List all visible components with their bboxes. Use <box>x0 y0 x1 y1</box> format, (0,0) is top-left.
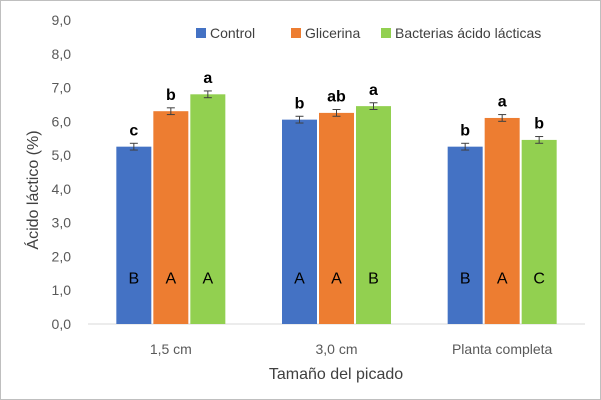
bar <box>521 139 557 324</box>
significance-letter-lower: ab <box>327 89 346 106</box>
y-tick-label: 0,0 <box>52 316 72 332</box>
y-axis-title: Ácido láctico (%) <box>23 130 42 249</box>
significance-letter-upper: B <box>460 270 471 287</box>
y-tick-label: 5,0 <box>52 147 72 163</box>
y-tick-label: 7,0 <box>52 80 72 96</box>
significance-letter-lower: c <box>129 122 138 139</box>
axis-layer: 0,0 1,0 2,0 3,0 4,0 5,0 6,0 7,0 8,0 9,0 1,5 cm 3,0 … <box>52 12 585 357</box>
significance-letter-upper: A <box>294 270 305 287</box>
label-layer: c Bb Aa Ab Aab Aa Bb Ba Ab C <box>128 70 544 288</box>
bar-layer <box>116 90 557 325</box>
y-tick-label: 1,0 <box>52 282 72 298</box>
significance-letter-upper: A <box>497 270 508 287</box>
significance-letter-lower: a <box>203 70 212 87</box>
significance-letter-upper: C <box>533 270 545 287</box>
bar <box>356 106 391 324</box>
legend-swatch <box>196 28 206 38</box>
x-tick-label: 1,5 cm <box>150 341 192 357</box>
significance-letter-upper: B <box>368 270 379 287</box>
significance-letter-upper: A <box>331 270 342 287</box>
y-tick-label: 6,0 <box>52 113 72 129</box>
significance-letter-upper: A <box>202 270 213 287</box>
significance-letter-lower: b <box>295 95 305 112</box>
bar <box>484 117 520 324</box>
y-tick-label: 9,0 <box>52 12 72 28</box>
significance-letter-upper: B <box>128 270 139 287</box>
bar <box>447 146 483 324</box>
x-axis-title: Tamaño del picado <box>269 366 403 383</box>
legend-swatch <box>291 28 301 38</box>
significance-letter-lower: b <box>460 122 470 139</box>
bar <box>116 146 152 324</box>
significance-letter-lower: a <box>369 82 378 99</box>
y-tick-label: 3,0 <box>52 215 72 231</box>
legend-label: Control <box>210 25 255 41</box>
significance-letter-lower: b <box>534 116 544 133</box>
bar <box>153 111 189 324</box>
significance-letter-upper: A <box>165 270 176 287</box>
significance-letter-lower: a <box>498 94 507 111</box>
bar <box>319 112 354 324</box>
legend-label: Bacterias ácido lácticas <box>395 25 541 41</box>
x-tick-label: Planta completa <box>452 341 553 357</box>
y-tick-label: 8,0 <box>52 46 72 62</box>
legend: Control Glicerina Bacterias ácido lácticas <box>196 25 541 41</box>
bar <box>282 119 317 325</box>
y-tick-label: 4,0 <box>52 181 72 197</box>
legend-swatch <box>381 28 391 38</box>
y-tick-label: 2,0 <box>52 248 72 264</box>
significance-letter-lower: b <box>166 87 176 104</box>
legend-label: Glicerina <box>305 25 360 41</box>
bar <box>190 94 226 324</box>
x-tick-label: 3,0 cm <box>315 341 357 357</box>
